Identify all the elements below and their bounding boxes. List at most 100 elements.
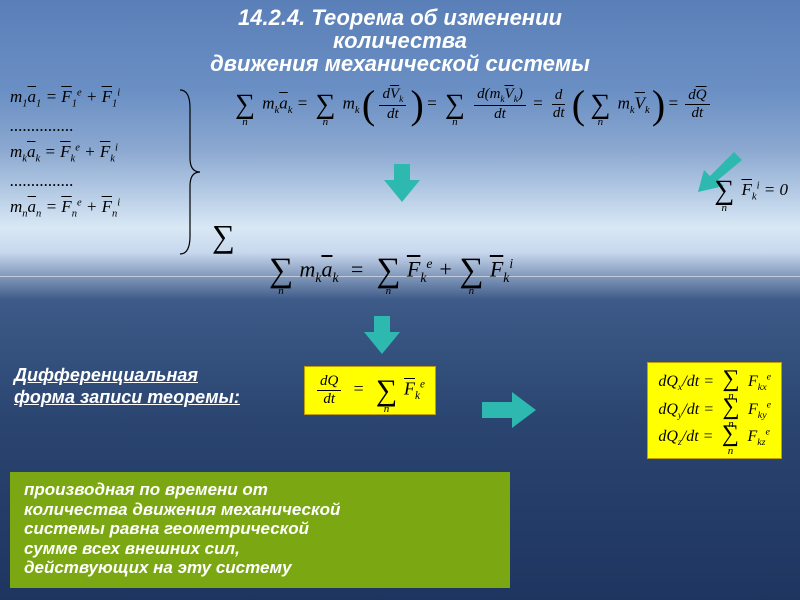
V: V	[635, 93, 645, 112]
eq: =	[297, 93, 308, 112]
eq: =	[703, 373, 714, 390]
stmt-l5: действующих на эту систему	[24, 558, 496, 578]
sub: 1	[112, 98, 117, 109]
newton-row-n: mnan = Fne + Fni	[10, 194, 120, 223]
sup-e: e	[77, 87, 82, 98]
d: d	[477, 86, 485, 102]
sum-icon: ∑n	[443, 92, 467, 118]
sub-k: k	[752, 191, 757, 202]
lim-n: n	[718, 442, 742, 460]
sup-e: e	[426, 256, 432, 271]
sigma-icon: ∑	[376, 252, 400, 289]
lim-n: n	[375, 403, 399, 415]
sub-k2: k	[35, 153, 40, 164]
dQ: dQ	[658, 428, 678, 445]
a: a	[321, 257, 332, 282]
eq: =	[703, 401, 714, 418]
Fni: F	[102, 197, 112, 216]
internal-forces-zero: ∑n Fki = 0	[711, 178, 788, 204]
sup-e: e	[77, 198, 82, 209]
m: m	[343, 93, 355, 112]
arrow-right-icon	[476, 388, 540, 432]
sup-e: e	[767, 399, 771, 410]
fraction: d(mkVk)dt	[474, 86, 526, 123]
lim-n: n	[313, 116, 337, 128]
diff-label-1: Дифференциальная	[14, 365, 240, 387]
Fki: F	[100, 142, 110, 161]
F: F	[407, 257, 420, 282]
sub-ky: ky	[758, 410, 767, 421]
sub-1b: 1	[36, 98, 41, 109]
newton-equations: m1a1 = F1e + F1i ............... mkak = …	[10, 84, 120, 223]
lim-n: n	[588, 116, 612, 128]
sub-k: k	[288, 105, 293, 116]
stmt-l4: сумме всех внешних сил,	[24, 539, 496, 559]
F1i: F	[102, 87, 112, 106]
sum-icon: ∑n	[712, 178, 736, 204]
Q: Q	[696, 87, 707, 103]
plus: +	[438, 257, 453, 282]
sym-a: a	[28, 197, 37, 216]
dt: dt	[384, 106, 402, 123]
sum-icon: ∑n	[375, 377, 399, 405]
lim-n: n	[459, 285, 483, 297]
plus: +	[84, 142, 95, 161]
diff-form-equation: dQ dt = ∑n Fke	[304, 366, 436, 415]
sum-icon: ∑n	[376, 256, 400, 287]
eq: =	[703, 428, 714, 445]
m: m	[262, 93, 274, 112]
dQ: dQ	[658, 373, 678, 390]
title-line-2: количества	[10, 29, 790, 52]
V: V	[505, 86, 514, 102]
sigma-icon: ∑	[459, 252, 483, 289]
eq: =	[426, 93, 437, 112]
F: F	[748, 373, 758, 390]
sub-k: k	[514, 95, 518, 105]
lim-n: n	[269, 285, 293, 297]
title-line-3: движения механической системы	[10, 52, 790, 75]
eq: =	[352, 379, 364, 399]
sum-icon: ∑n	[719, 369, 743, 395]
sum-icon: ∑n	[313, 92, 337, 118]
dots-2: ...............	[10, 168, 120, 194]
fraction: dQ dt	[317, 373, 341, 408]
F: F	[747, 428, 757, 445]
eq: =	[667, 93, 678, 112]
sup-e: e	[75, 142, 80, 153]
slide-title: 14.2.4. Теорема об изменении количества …	[0, 0, 800, 77]
dt: dt	[491, 106, 509, 123]
component-form-equations: dQx/dt = ∑n Fkxe dQy/dt = ∑n Fkye dQz/dt…	[647, 362, 782, 459]
a: a	[279, 93, 288, 112]
d: d	[382, 86, 390, 102]
F: F	[404, 379, 415, 399]
diff-label-2: форма записи теоремы:	[14, 387, 240, 409]
eq: =	[46, 87, 57, 106]
sub-k: k	[645, 105, 650, 116]
eq: =	[44, 142, 55, 161]
sub-k: k	[415, 390, 420, 402]
sub-k: k	[355, 105, 360, 116]
sym-m: m	[10, 197, 22, 216]
sup-i: i	[115, 142, 118, 153]
sub-n2: n	[36, 209, 41, 220]
plus: +	[86, 87, 97, 106]
comp-row-z: dQz/dt = ∑n Fkze	[658, 424, 771, 452]
sub-k: k	[503, 270, 509, 285]
derivation-chain: ∑n mkak = ∑n mk ( dVkdt ) = ∑n d(mkVk)dt…	[232, 86, 712, 123]
eq: =	[532, 93, 543, 112]
sub: n	[72, 209, 77, 220]
sup-i: i	[117, 87, 120, 98]
sigma-icon: ∑	[269, 252, 293, 289]
sup-e: e	[767, 372, 771, 383]
dt: dt	[550, 105, 568, 122]
theorem-statement: производная по времени от количества дви…	[10, 472, 510, 588]
plus: +	[86, 197, 97, 216]
dt: dt	[689, 105, 707, 122]
dots-1: ...............	[10, 113, 120, 139]
sum-icon: ∑n	[459, 256, 483, 287]
sigma-aggregate-icon: ∑	[212, 218, 235, 255]
sub-k: k	[332, 270, 338, 285]
fraction: ddt	[550, 87, 568, 122]
dQ: dQ	[658, 401, 678, 418]
sub: 1	[72, 98, 77, 109]
